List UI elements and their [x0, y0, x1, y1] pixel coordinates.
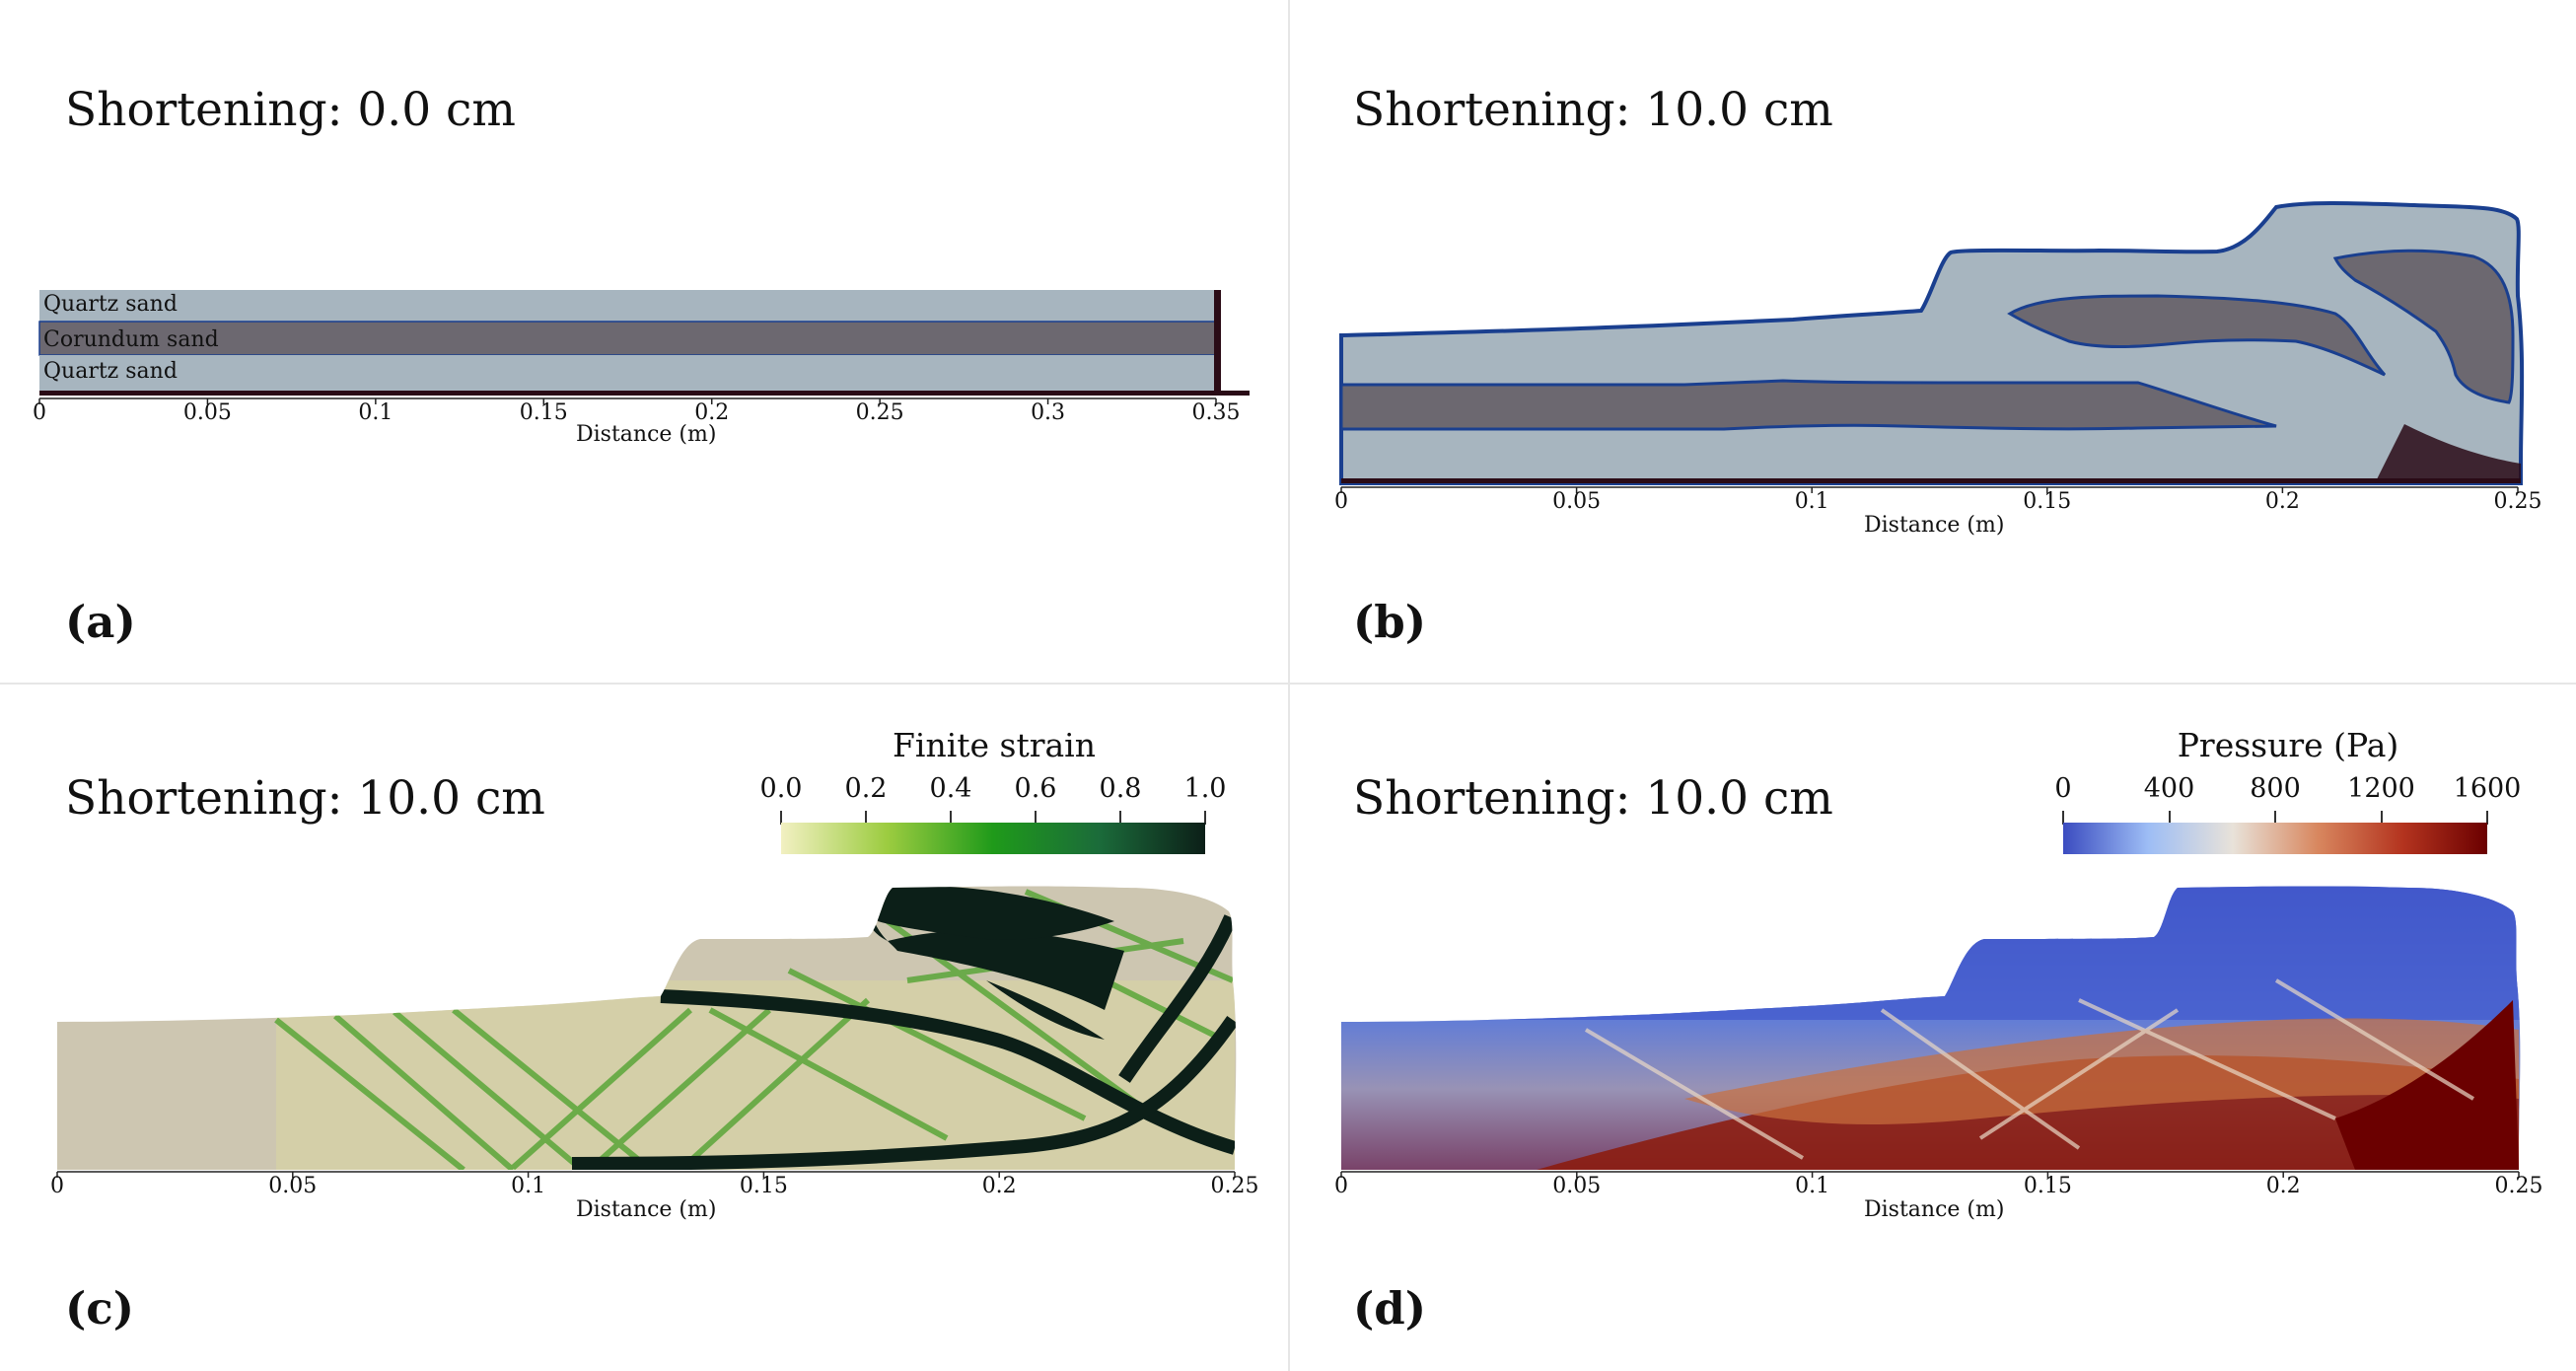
- x-tick-label: 0.25: [2493, 489, 2542, 514]
- panel-c-label: (c): [65, 1282, 134, 1335]
- quartz-layer-top: [39, 290, 1216, 322]
- quartz-layer-bottom: [39, 355, 1216, 391]
- x-tick-label: 0.05: [1552, 489, 1602, 514]
- colorbar-tick-mark: [1035, 811, 1037, 825]
- colorbar-tick-mark: [780, 811, 782, 825]
- colorbar-tick-mark: [865, 811, 867, 825]
- layer-label-quartz-top: Quartz sand: [43, 292, 178, 317]
- colorbar-tick-mark: [950, 811, 952, 825]
- x-tick-label: 0.2: [694, 400, 730, 425]
- panel-c: Shortening: 10.0 cm Finite strain 0.0 0.2…: [0, 685, 1288, 1369]
- x-tick-label: 0: [1334, 489, 1348, 514]
- panel-d-figure: [1340, 886, 2521, 1178]
- colorbar-tick-label: 0.0: [759, 773, 803, 804]
- corundum-layer: [1339, 379, 2277, 431]
- x-axis-label: Distance (m): [1864, 513, 2005, 538]
- horizontal-divider: [0, 683, 2576, 685]
- colorbar: [2063, 823, 2487, 854]
- colorbar-tick-mark: [2274, 811, 2276, 825]
- x-tick-label: 0.1: [511, 1174, 546, 1198]
- panel-c-title: Shortening: 10.0 cm: [65, 771, 545, 826]
- x-tick-label: 0.15: [519, 400, 568, 425]
- colorbar-tick-label: 1600: [2453, 773, 2522, 804]
- x-axis-label: Distance (m): [576, 1197, 717, 1222]
- colorbar-tick-mark: [1204, 811, 1206, 825]
- colorbar: [781, 823, 1205, 854]
- panel-a-figure: [38, 290, 1250, 404]
- x-tick-label: 0.1: [358, 400, 394, 425]
- panel-c-figure: [56, 886, 1237, 1178]
- panel-a-title: Shortening: 0.0 cm: [65, 83, 516, 137]
- x-tick-label: 0.25: [1210, 1174, 1259, 1198]
- panel-d: Shortening: 10.0 cm Pressure (Pa) 0 400 80…: [1290, 685, 2576, 1369]
- x-tick-label: 0.3: [1031, 400, 1066, 425]
- x-tick-label: 0.05: [1552, 1174, 1602, 1198]
- x-tick-label: 0.15: [2023, 489, 2072, 514]
- x-axis-ticks: [1340, 487, 2519, 493]
- colorbar-tick-label: 800: [2250, 773, 2301, 804]
- basal-layer: [39, 391, 1250, 396]
- pressure-field: [1341, 886, 2521, 1170]
- layer-label-corundum: Corundum sand: [43, 327, 219, 352]
- colorbar-tick-mark: [2380, 811, 2383, 825]
- basal-accumulation: [2375, 424, 2521, 483]
- corundum-upper-fold: [2332, 249, 2515, 404]
- colorbar-tick-label: 0.4: [929, 773, 972, 804]
- panel-b-figure: [1339, 201, 2525, 493]
- x-tick-label: 0.2: [2264, 489, 2300, 514]
- colorbar-tick-mark: [1119, 811, 1121, 825]
- x-tick-label: 0: [1334, 1174, 1348, 1198]
- colorbar-tick-label: 400: [2143, 773, 2195, 804]
- panel-d-title: Shortening: 10.0 cm: [1353, 771, 1833, 826]
- x-tick-label: 0.1: [1795, 1174, 1830, 1198]
- x-tick-label: 0.15: [739, 1174, 788, 1198]
- colorbar-tick-mark: [2486, 811, 2488, 825]
- x-tick-label: 0.2: [981, 1174, 1017, 1198]
- colorbar-tick-label: 0.8: [1099, 773, 1142, 804]
- x-tick-label: 0.1: [1794, 489, 1829, 514]
- colorbar-tick-mark: [2168, 811, 2171, 825]
- colorbar-tick-label: 0: [2054, 773, 2072, 804]
- colorbar-title: Pressure (Pa): [2177, 726, 2399, 764]
- strain-bands: [274, 886, 1237, 1170]
- x-axis-ticks: [1340, 1172, 2520, 1178]
- vertical-divider: [1288, 0, 1290, 1371]
- x-axis-label: Distance (m): [1864, 1197, 2005, 1222]
- colorbar-title: Finite strain: [893, 726, 1096, 764]
- x-tick-label: 0.05: [182, 400, 232, 425]
- x-axis-label: Distance (m): [576, 422, 717, 447]
- panel-a-label: (a): [65, 596, 136, 648]
- basal-layer: [1341, 478, 2521, 483]
- colorbar-tick-mark: [2062, 811, 2064, 825]
- panel-b-label: (b): [1353, 596, 1427, 648]
- x-axis-ticks: [56, 1172, 1236, 1178]
- x-tick-label: 0.05: [268, 1174, 318, 1198]
- x-tick-label: 0.2: [2265, 1174, 2301, 1198]
- x-tick-label: 0: [33, 400, 46, 425]
- colorbar-tick-label: 1200: [2347, 773, 2415, 804]
- panel-b-title: Shortening: 10.0 cm: [1353, 83, 1833, 137]
- x-tick-label: 0.15: [2023, 1174, 2072, 1198]
- panel-a: Shortening: 0.0 cm Quartz sand Corundum …: [0, 0, 1288, 685]
- x-tick-label: 0.35: [1191, 400, 1241, 425]
- x-tick-label: 0: [50, 1174, 64, 1198]
- backstop-wall: [1214, 290, 1221, 396]
- colorbar-tick-label: 0.2: [844, 773, 888, 804]
- panel-d-label: (d): [1353, 1282, 1427, 1335]
- x-axis-ticks: [38, 398, 1217, 404]
- colorbar-tick-label: 0.6: [1014, 773, 1057, 804]
- x-tick-label: 0.25: [2494, 1174, 2543, 1198]
- panel-b: Shortening: 10.0 cm 0 0.05 0.1 0.15 0.2 0.25 …: [1290, 0, 2576, 685]
- x-tick-label: 0.25: [855, 400, 904, 425]
- layer-label-quartz-bottom: Quartz sand: [43, 359, 178, 384]
- colorbar-tick-label: 1.0: [1183, 773, 1227, 804]
- corundum-thrust-sheet: [2007, 294, 2387, 377]
